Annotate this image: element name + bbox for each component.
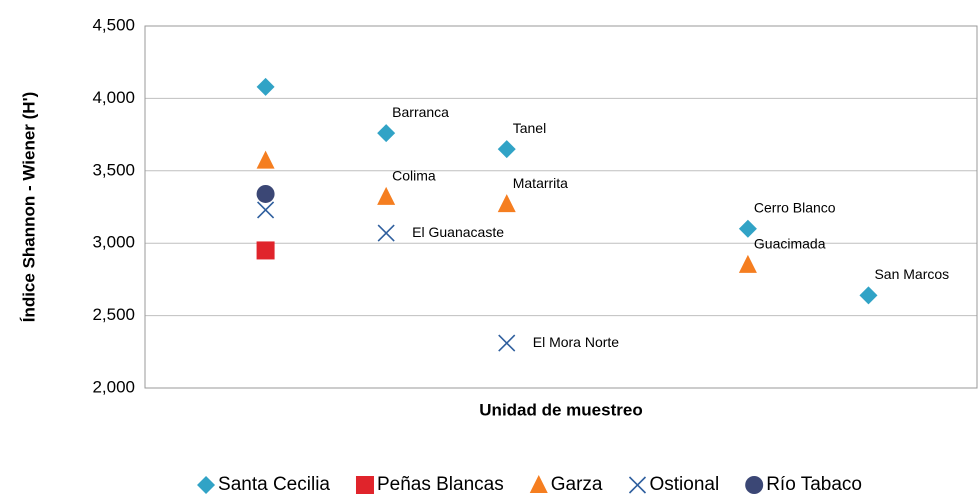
marker-triangle — [377, 186, 396, 205]
marker-diamond — [738, 219, 757, 238]
marker-triangle — [529, 475, 548, 493]
y-tick-label: 2,500 — [92, 305, 135, 324]
legend-label: Río Tabaco — [766, 474, 862, 495]
y-tick-label: 3,000 — [92, 233, 135, 252]
legend-label: Ostional — [649, 474, 719, 495]
point-label: Tanel — [513, 120, 546, 136]
point-label: Barranca — [392, 104, 449, 120]
y-tick-label: 3,500 — [92, 160, 135, 179]
marker-square — [355, 476, 374, 494]
marker-diamond — [256, 77, 275, 96]
marker-diamond — [197, 476, 216, 494]
legend: Santa Cecilia Peñas Blancas Garza Ostional R… — [197, 474, 862, 495]
point-label: El Guanacaste — [412, 224, 504, 240]
legend-label: Garza — [551, 474, 603, 495]
marker-triangle — [256, 150, 275, 169]
x-axis-title: Unidad de muestreo — [479, 400, 642, 419]
point-label: El Mora Norte — [533, 334, 620, 350]
marker-diamond — [377, 124, 396, 143]
marker-circle — [256, 184, 275, 203]
point-label: San Marcos — [874, 266, 949, 282]
marker-triangle — [497, 194, 516, 213]
point-label: Matarrita — [513, 175, 568, 191]
point-label: Colima — [392, 168, 436, 184]
legend-label: Santa Cecilia — [218, 474, 330, 495]
marker-x — [257, 201, 275, 219]
legend-label: Peñas Blancas — [377, 474, 504, 495]
y-tick-label: 2,000 — [92, 377, 135, 396]
marker-x — [377, 224, 395, 242]
marker-diamond — [497, 140, 516, 159]
marker-triangle — [738, 254, 757, 273]
point-label: Cerro Blanco — [754, 199, 836, 215]
y-tick-label: 4,000 — [92, 88, 135, 107]
point-label: Guacimada — [754, 236, 826, 252]
marker-x — [628, 476, 647, 494]
y-tick-label: 4,500 — [92, 15, 135, 34]
marker-square — [256, 241, 275, 260]
y-axis-title: Índice Shannon - Wiener (H') — [19, 92, 38, 323]
plot-border — [144, 25, 978, 389]
marker-circle — [745, 476, 764, 494]
marker-x — [498, 334, 516, 352]
marker-diamond — [859, 286, 878, 305]
